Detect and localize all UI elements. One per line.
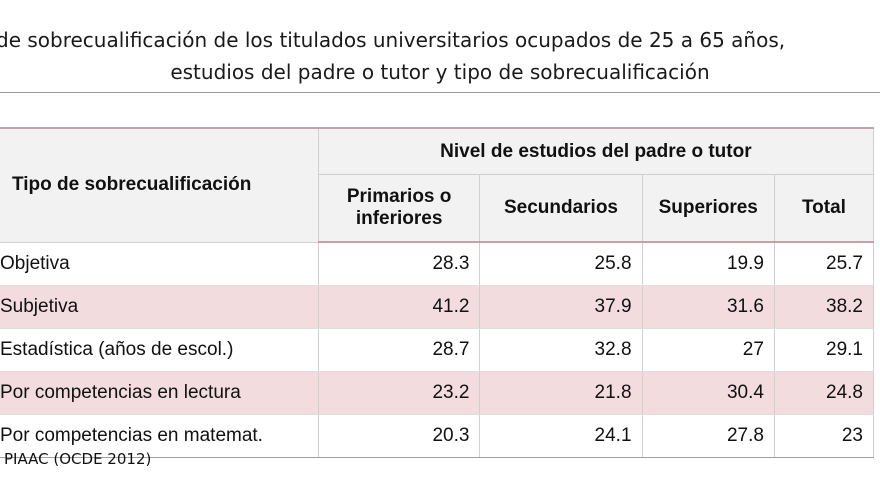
row-label: Objetiva: [0, 242, 319, 286]
row-label: Estadística (años de escol.): [0, 328, 319, 372]
data-cell: 32.8: [479, 328, 643, 372]
data-cell: 27: [642, 328, 775, 372]
data-cell: 23.2: [318, 371, 481, 415]
column-header-total: Total: [774, 174, 875, 243]
data-cell: 24.1: [479, 414, 643, 458]
data-cell: 21.8: [479, 371, 643, 415]
data-cell: 20.3: [318, 414, 481, 458]
table-row: Objetiva 28.3 25.8 19.9 25.7: [0, 242, 875, 286]
table-row: Por competencias en lectura 23.2 21.8 30…: [0, 371, 875, 415]
group-header: Nivel de estudios del padre o tutor: [318, 127, 875, 175]
data-cell: 28.3: [318, 242, 481, 286]
data-cell: 27.8: [642, 414, 775, 458]
data-cell: 23: [774, 414, 875, 458]
table-row: Subjetiva 41.2 37.9 31.6 38.2: [0, 285, 875, 329]
row-label: Por competencias en matemat.: [0, 414, 319, 458]
data-cell: 38.2: [774, 285, 875, 329]
data-cell: 19.9: [642, 242, 775, 286]
row-label: Por competencias en lectura: [0, 371, 319, 415]
column-header-superiores: Superiores: [642, 174, 775, 243]
row-header-cell: Tipo de sobrecualificación: [0, 127, 319, 243]
chart-title-line-2: estudios del padre o tutor y tipo de sob…: [170, 60, 710, 84]
data-cell: 25.7: [774, 242, 875, 286]
data-cell: 24.8: [774, 371, 875, 415]
title-divider: [0, 92, 880, 93]
data-cell: 41.2: [318, 285, 481, 329]
data-cell: 28.7: [318, 328, 481, 372]
table-row: Por competencias en matemat. 20.3 24.1 2…: [0, 414, 875, 458]
data-cell: 25.8: [479, 242, 643, 286]
row-label: Subjetiva: [0, 285, 319, 329]
data-cell: 29.1: [774, 328, 875, 372]
data-cell: 30.4: [642, 371, 775, 415]
column-header-primarios: Primarios o inferiores: [318, 174, 481, 243]
column-header-secundarios: Secundarios: [479, 174, 643, 243]
table-row: Estadística (años de escol.) 28.7 32.8 2…: [0, 328, 875, 372]
row-header: Tipo de sobrecualificación: [12, 174, 252, 196]
data-cell: 37.9: [479, 285, 643, 329]
data-cell: 31.6: [642, 285, 775, 329]
source-note: e PIAAC (OCDE 2012): [0, 450, 152, 468]
chart-title-line-1: de sobrecualificación de los titulados u…: [0, 28, 786, 52]
data-table: Tipo de sobrecualificación Nivel de estu…: [0, 127, 875, 458]
